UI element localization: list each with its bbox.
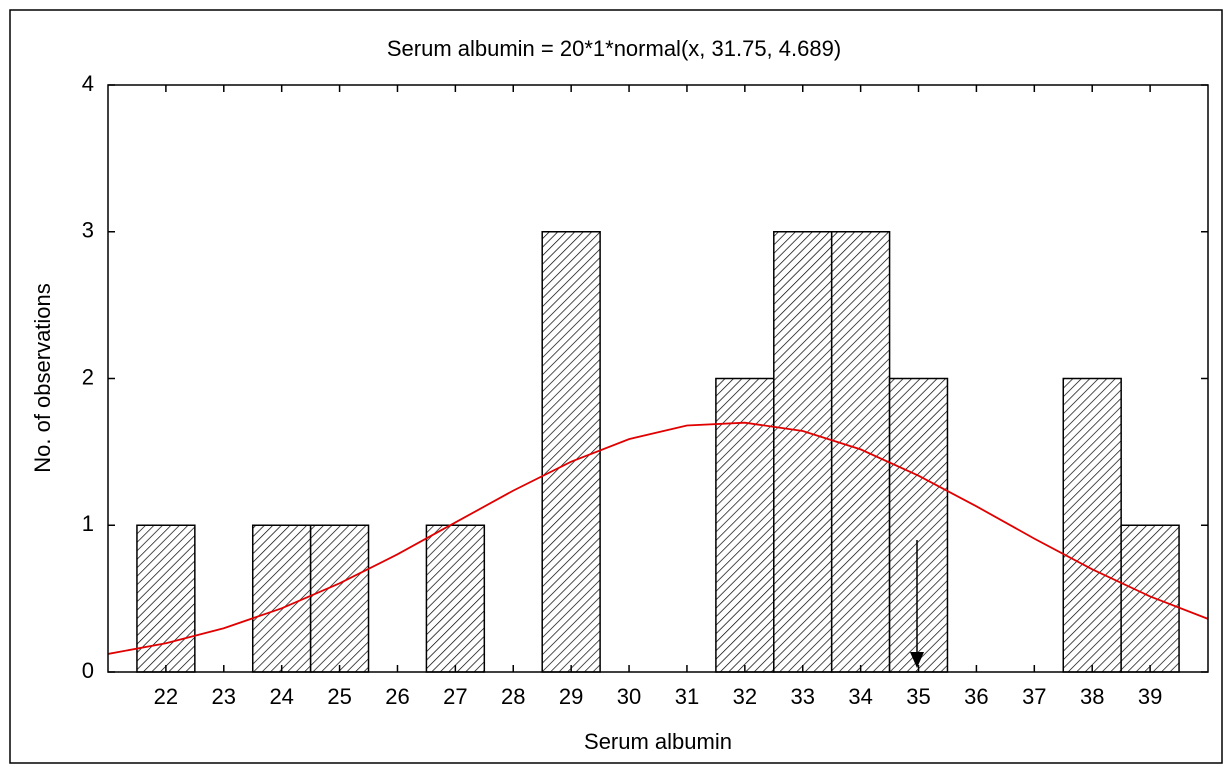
fit-curve	[108, 421, 1208, 655]
frame	[9, 9, 1223, 764]
bar	[1062, 377, 1122, 673]
y-axis-label: No. of observations	[30, 283, 55, 473]
arrow	[910, 540, 924, 668]
x-tick-label: 32	[733, 684, 757, 709]
x-tick-label: 29	[559, 684, 583, 709]
y-tick-label: 1	[82, 511, 94, 536]
y-tick-label: 3	[82, 218, 94, 243]
x-tick-label: 33	[790, 684, 814, 709]
x-axis-label: Serum albumin	[584, 729, 732, 754]
y-tick-label: 0	[82, 658, 94, 683]
plot-area	[108, 231, 1208, 673]
x-tick-label: 35	[906, 684, 930, 709]
chart-title: Serum albumin = 20*1*normal(x, 31.75, 4.…	[387, 36, 841, 61]
x-tick-label: 34	[848, 684, 872, 709]
x-tick-label: 27	[443, 684, 467, 709]
x-tick-label: 31	[675, 684, 699, 709]
x-tick-label: 39	[1138, 684, 1162, 709]
x-tick-label: 24	[269, 684, 293, 709]
bar	[309, 524, 370, 673]
bar	[830, 231, 891, 673]
x-tick-label: 25	[327, 684, 351, 709]
x-tick-label: 23	[212, 684, 236, 709]
x-tick-label: 38	[1080, 684, 1104, 709]
bar	[541, 231, 601, 673]
x-tick-label: 30	[617, 684, 641, 709]
bar	[251, 524, 312, 673]
x-tick-label: 36	[964, 684, 988, 709]
bar	[425, 524, 486, 673]
y-tick-label: 2	[82, 364, 94, 389]
x-tick-label: 37	[1022, 684, 1046, 709]
x-tick-label: 28	[501, 684, 525, 709]
bar	[888, 377, 949, 673]
y-tick-label: 4	[82, 71, 94, 96]
bar	[1120, 524, 1180, 673]
bar	[136, 524, 196, 673]
bar	[773, 231, 833, 673]
x-tick-label: 26	[385, 684, 409, 709]
x-tick-label: 22	[154, 684, 178, 709]
